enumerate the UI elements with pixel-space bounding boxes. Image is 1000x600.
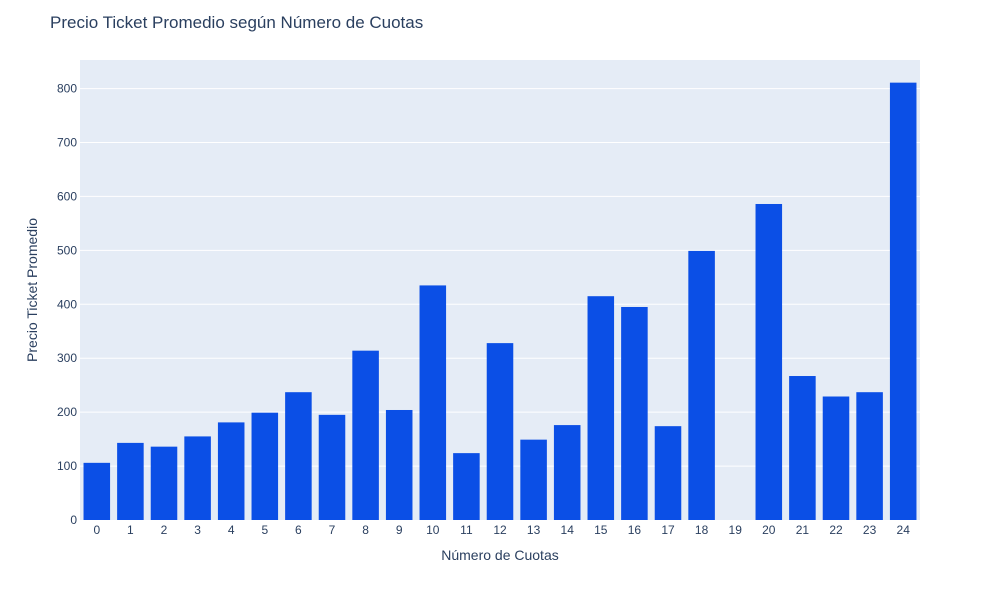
bar-21[interactable] [789,376,816,520]
bar-12[interactable] [486,343,514,520]
bar-14[interactable] [553,425,581,520]
x-tick-label: 23 [863,523,877,537]
bar-13[interactable] [520,439,547,520]
x-tick-label: 17 [661,523,675,537]
bar-4[interactable] [217,422,245,520]
bars [83,82,917,520]
bar-18[interactable] [688,250,715,520]
bar-23[interactable] [856,392,883,520]
y-tick-label: 800 [57,82,77,96]
x-tick-label: 5 [261,523,268,537]
bar-11[interactable] [453,453,480,520]
x-tick-label: 13 [527,523,541,537]
x-tick-label: 21 [796,523,810,537]
y-tick-label: 0 [70,513,77,527]
x-tick-label: 3 [194,523,201,537]
bar-1[interactable] [117,442,144,520]
bar-22[interactable] [822,396,850,520]
x-tick-label: 10 [426,523,440,537]
x-tick-label: 14 [561,523,575,537]
x-tick-label: 2 [161,523,168,537]
bar-9[interactable] [385,409,413,520]
bar-6[interactable] [285,392,312,520]
bar-17[interactable] [654,426,682,520]
x-tick-label: 0 [93,523,100,537]
bar-8[interactable] [352,350,379,520]
x-tick-label: 12 [493,523,507,537]
y-tick-label: 600 [57,189,77,203]
x-tick-label: 16 [628,523,642,537]
y-tick-label: 700 [57,136,77,150]
y-axis-title: Precio Ticket Promedio [24,218,40,362]
x-tick-label: 22 [829,523,843,537]
bar-0[interactable] [83,462,111,520]
chart-title: Precio Ticket Promedio según Número de C… [50,13,424,32]
bar-24[interactable] [889,82,917,520]
bar-3[interactable] [184,436,211,520]
x-tick-label: 15 [594,523,608,537]
x-tick-label: 20 [762,523,776,537]
x-tick-label: 1 [127,523,134,537]
bar-10[interactable] [419,285,447,520]
x-tick-label: 18 [695,523,709,537]
y-axis-ticks: 0 100 200 300 400 500 600 700 800 [57,82,77,527]
bar-7[interactable] [318,414,346,520]
x-tick-label: 8 [362,523,369,537]
x-tick-label: 24 [897,523,911,537]
x-tick-label: 6 [295,523,302,537]
y-tick-label: 100 [57,459,77,473]
bar-15[interactable] [587,296,615,520]
x-axis-ticks: 0 1 2 3 4 5 6 7 8 9 10 11 12 13 14 15 16 17 18 19 20 21 22 23 24 [93,523,910,537]
bar-20[interactable] [755,203,783,520]
y-tick-label: 500 [57,243,77,257]
y-tick-label: 400 [57,297,77,311]
bar-2[interactable] [150,446,178,520]
x-axis-title: Número de Cuotas [441,547,559,563]
x-tick-label: 4 [228,523,235,537]
y-tick-label: 200 [57,405,77,419]
bar-16[interactable] [621,306,648,520]
x-tick-label: 11 [460,523,473,537]
x-tick-label: 7 [329,523,336,537]
x-tick-label: 9 [396,523,403,537]
bar-5[interactable] [251,412,279,520]
x-tick-label: 19 [729,523,743,537]
y-tick-label: 300 [57,351,77,365]
